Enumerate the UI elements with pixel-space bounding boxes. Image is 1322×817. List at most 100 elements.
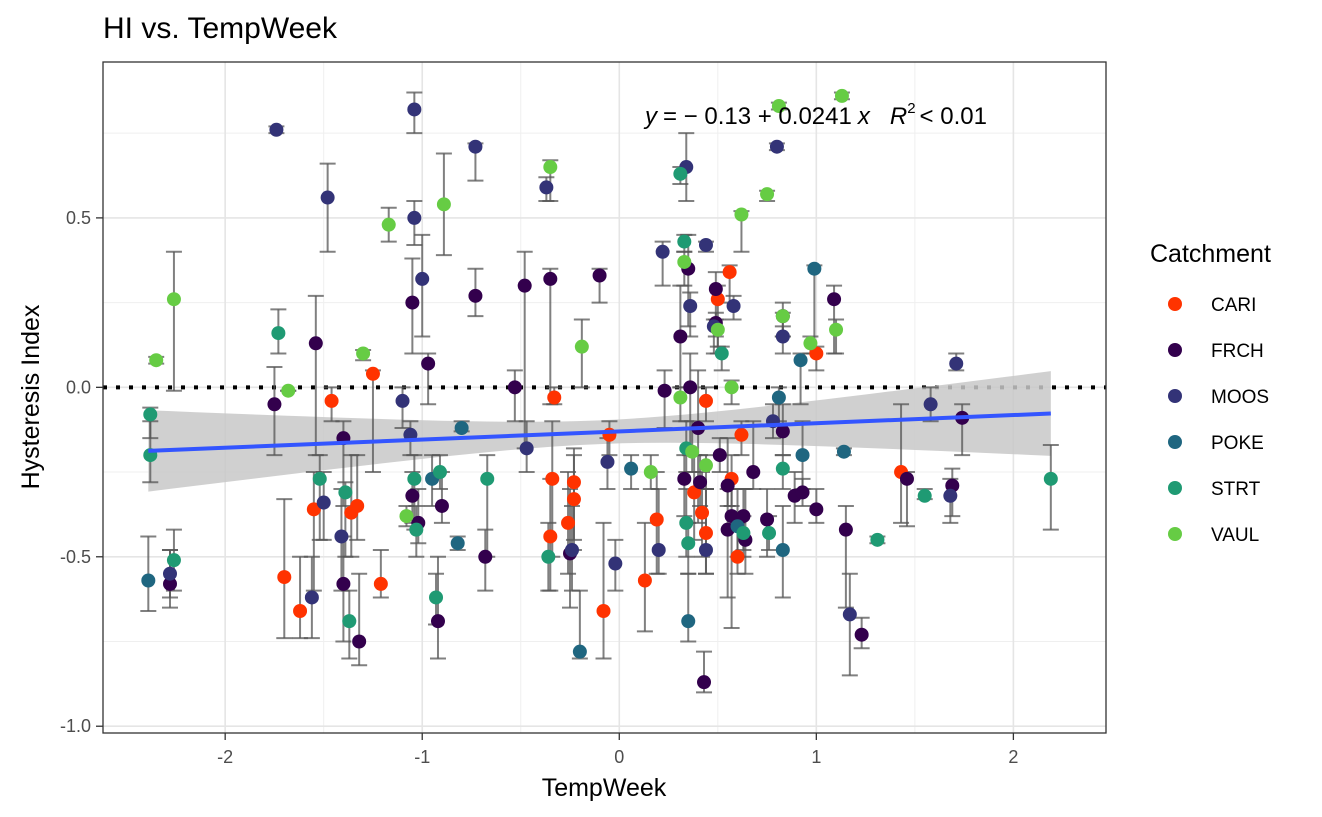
data-point-vaul — [710, 322, 725, 337]
data-point-cari — [637, 573, 652, 588]
data-point-strt — [673, 166, 688, 181]
legend-items: CARI FRCH MOOS POKE STRT VAUL — [1168, 295, 1269, 546]
data-point-poke — [771, 390, 786, 405]
data-point-moos — [726, 299, 741, 313]
equation-r: R — [890, 103, 907, 130]
data-point-vaul — [734, 207, 749, 222]
data-point-cari — [277, 570, 292, 585]
data-point-strt — [271, 326, 286, 341]
data-point-poke — [572, 644, 587, 659]
data-point-frch — [724, 509, 739, 524]
data-point-vaul — [677, 254, 692, 269]
data-point-cari — [561, 515, 576, 530]
data-point-poke — [141, 573, 156, 588]
data-point-vaul — [829, 322, 844, 337]
data-point-strt — [775, 461, 790, 476]
data-point-frch — [708, 282, 723, 297]
data-point-moos — [320, 190, 335, 205]
data-point-moos — [608, 556, 623, 571]
data-point-moos — [162, 566, 177, 581]
data-point-strt — [338, 485, 353, 500]
legend-label-poke: POKE — [1211, 433, 1264, 454]
legend-label-vaul: VAUL — [1211, 525, 1259, 546]
data-point-cari — [324, 393, 339, 408]
data-point-poke — [793, 353, 808, 368]
plot-border — [102, 61, 1107, 734]
data-point-moos — [923, 397, 938, 412]
data-point-cari — [566, 475, 581, 490]
data-point-frch — [697, 675, 712, 690]
data-point-frch — [720, 478, 735, 493]
data-point-poke — [836, 444, 851, 459]
data-point-cari — [734, 427, 749, 442]
data-point-vaul — [436, 197, 451, 212]
legend: Catchment CARI FRCH MOOS POKE STRT VAUL — [1150, 240, 1271, 546]
data-point-cari — [698, 393, 713, 408]
x-axis: -2 -1 0 1 2 — [217, 733, 1018, 767]
data-point-poke — [450, 536, 465, 551]
data-point-strt — [541, 549, 556, 564]
data-point-cari — [698, 526, 713, 541]
data-point-vaul — [775, 309, 790, 324]
data-point-moos — [415, 271, 430, 286]
data-point-moos — [683, 299, 698, 313]
data-point-frch — [543, 271, 558, 286]
data-point-vaul — [281, 383, 296, 398]
data-point-frch — [899, 471, 914, 486]
data-point-cari — [306, 502, 321, 517]
data-point-frch — [854, 627, 869, 642]
y-tick-label: 0.5 — [66, 208, 91, 228]
x-axis-title: TempWeek — [542, 774, 667, 802]
x-tick-label: 1 — [811, 747, 821, 767]
data-point-vaul — [834, 88, 849, 103]
data-point-frch — [712, 448, 727, 463]
data-point-frch — [657, 383, 672, 398]
legend-label-moos: MOOS — [1211, 387, 1269, 408]
data-point-frch — [434, 498, 449, 513]
data-point-vaul — [356, 346, 371, 361]
data-point-strt — [342, 614, 357, 629]
data-point-frch — [162, 576, 177, 591]
data-point-strt — [432, 465, 447, 480]
data-point-moos — [698, 238, 713, 252]
data-point-strt — [429, 590, 444, 605]
data-point-moos — [269, 122, 284, 137]
legend-key-strt — [1168, 481, 1182, 495]
data-point-cari — [365, 366, 380, 381]
equation-rhs: = − 0.13 + 0.0241 — [663, 103, 852, 130]
data-point-strt — [736, 526, 751, 541]
data-point-moos — [395, 393, 410, 408]
data-point-vaul — [673, 390, 688, 405]
data-point-moos — [468, 139, 483, 154]
legend-label-cari: CARI — [1211, 295, 1256, 316]
y-axis: -1.0 -0.5 0.0 0.5 — [60, 208, 103, 736]
data-point-cari — [687, 485, 702, 500]
data-point-frch — [468, 288, 483, 303]
data-point-vaul — [399, 509, 414, 524]
data-point-vaul — [803, 336, 818, 351]
data-point-frch — [809, 502, 824, 517]
data-point-poke — [681, 614, 696, 629]
y-tick-label: 0.0 — [66, 377, 91, 397]
legend-title: Catchment — [1150, 240, 1271, 268]
equation-y: y — [643, 103, 659, 130]
data-point-frch — [673, 329, 688, 344]
data-point-vaul — [760, 187, 775, 202]
legend-key-vaul — [1168, 527, 1182, 541]
data-point-vaul — [643, 465, 658, 480]
regression-line — [148, 411, 1051, 453]
chart-title: HI vs. TempWeek — [103, 12, 338, 45]
data-point-strt — [409, 522, 424, 537]
data-point-frch — [517, 278, 532, 293]
data-point-strt — [143, 407, 158, 422]
data-point-strt — [677, 234, 692, 249]
y-tick-label: -1.0 — [60, 716, 91, 736]
data-point-moos — [316, 495, 331, 510]
data-point-vaul — [724, 380, 739, 395]
legend-key-poke — [1168, 435, 1182, 449]
data-point-strt — [917, 488, 932, 503]
data-point-frch — [421, 356, 436, 371]
data-point-vaul — [381, 217, 396, 232]
data-point-frch — [838, 522, 853, 537]
